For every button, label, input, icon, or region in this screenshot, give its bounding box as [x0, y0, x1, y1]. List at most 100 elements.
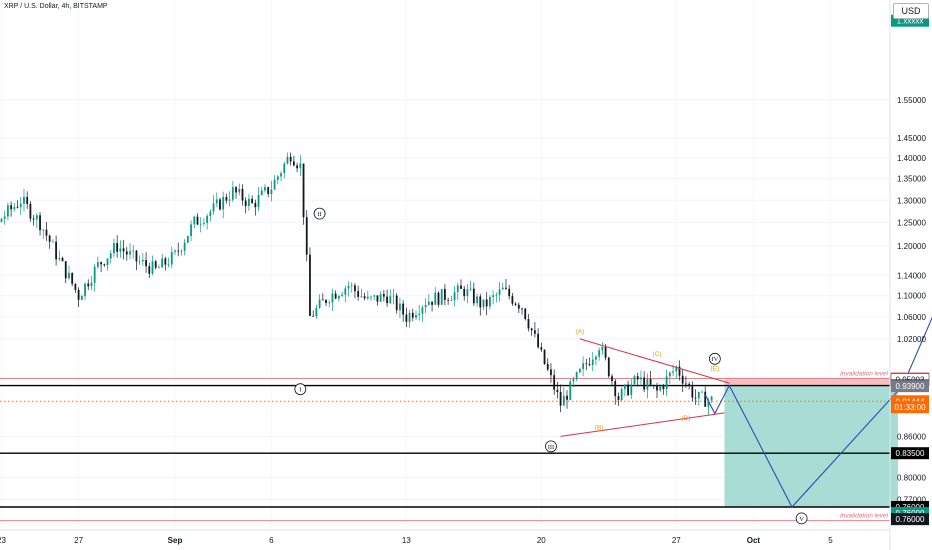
- candle-body: [292, 161, 295, 166]
- candle-body: [427, 301, 430, 305]
- candle-body: [347, 286, 350, 289]
- candle-body: [116, 243, 119, 252]
- candle-body: [3, 216, 6, 219]
- candle-body: [305, 217, 308, 255]
- time-tick-label: Oct: [747, 536, 761, 545]
- candle-body: [77, 289, 80, 300]
- candle-body: [421, 307, 424, 314]
- candle-body: [646, 379, 649, 390]
- price-tag-label: 0.93900: [896, 382, 925, 391]
- subwave-label: (E): [711, 366, 720, 373]
- candle-body: [23, 196, 25, 204]
- price-tag-label: 01:33:00: [894, 403, 926, 412]
- candle-body: [119, 248, 122, 252]
- candle-body: [540, 347, 543, 350]
- candle-body: [514, 303, 517, 305]
- candle-body: [517, 304, 520, 309]
- currency-button[interactable]: USD: [893, 3, 929, 19]
- candle-body: [395, 295, 398, 311]
- candle-body: [640, 377, 642, 380]
- candle-body: [10, 205, 13, 210]
- candle-body: [546, 363, 549, 370]
- price-tag-label: 0.83500: [896, 449, 925, 458]
- candle-body: [668, 372, 671, 377]
- candle-body: [113, 243, 115, 254]
- candle-body: [402, 303, 405, 315]
- candle-body: [617, 396, 620, 400]
- candle-body: [354, 285, 356, 292]
- candle-body: [280, 173, 282, 177]
- candle-body: [607, 357, 610, 377]
- candle-body: [672, 371, 674, 373]
- candle-body: [582, 363, 584, 369]
- candle-body: [109, 253, 112, 259]
- price-tick-label: 1.20000: [897, 242, 926, 251]
- candle-body: [106, 258, 109, 266]
- invalidation-label: Invalidation level: [840, 513, 889, 520]
- candle-body: [177, 250, 180, 252]
- wave-label: IV: [711, 356, 718, 363]
- candle-body: [578, 368, 581, 373]
- candles: [0, 152, 713, 416]
- candle-body: [495, 294, 498, 296]
- candle-body: [675, 366, 678, 372]
- wave-label-circle: [795, 512, 808, 525]
- candle-body: [196, 216, 199, 225]
- candle-body: [585, 363, 588, 365]
- candle-body: [29, 203, 32, 219]
- candle-body: [363, 296, 366, 299]
- price-tick-label: 1.40000: [897, 154, 926, 163]
- candle-body: [350, 285, 353, 287]
- candle-body: [710, 396, 713, 401]
- candle-body: [331, 293, 334, 303]
- candle-body: [469, 288, 472, 290]
- candle-body: [485, 299, 488, 307]
- candle-body: [170, 251, 173, 265]
- candle-body: [135, 250, 138, 262]
- candle-body: [58, 258, 61, 260]
- candle-body: [315, 307, 318, 317]
- candle-body: [456, 285, 459, 293]
- candle-body: [489, 297, 491, 307]
- candle-body: [562, 395, 565, 406]
- horizontal-levels: Invalidation level Invalidation level: [0, 371, 890, 522]
- candle-body: [309, 254, 311, 316]
- price-tick-label: 1.30000: [897, 196, 926, 205]
- candle-body: [688, 383, 691, 386]
- candle-body: [273, 179, 276, 190]
- candle-body: [42, 229, 45, 231]
- candle-body: [411, 312, 414, 318]
- price-tag: [891, 401, 929, 414]
- wave-label: III: [548, 444, 555, 451]
- price-tick-label: 1.10000: [897, 292, 926, 301]
- candle-body: [64, 261, 67, 279]
- price-tick-label: 0.86000: [897, 432, 926, 441]
- candle-body: [257, 194, 260, 208]
- time-tick-label: Sep: [168, 536, 183, 545]
- candle-body: [524, 308, 527, 320]
- candle-body: [382, 294, 385, 297]
- candle-body: [701, 391, 703, 393]
- candle-body: [659, 386, 662, 391]
- candle-body: [598, 350, 601, 357]
- candle-body: [399, 303, 401, 311]
- time-tick-label: 5: [828, 536, 833, 545]
- candle-body: [68, 272, 70, 279]
- candle-body: [276, 176, 279, 180]
- price-tick-label: 1.25000: [897, 219, 926, 228]
- candle-body: [434, 292, 437, 305]
- candle-body: [566, 395, 568, 400]
- candle-body: [328, 302, 331, 304]
- candle-body: [289, 156, 292, 162]
- candle-body: [370, 296, 372, 298]
- candle-body: [389, 296, 392, 304]
- candle-body: [431, 301, 433, 305]
- candle-body: [228, 199, 231, 201]
- candle-body: [437, 292, 440, 305]
- candle-body: [665, 376, 668, 389]
- candle-body: [39, 215, 41, 231]
- candle-body: [299, 163, 302, 169]
- candle-body: [662, 386, 665, 389]
- candle-body: [0, 218, 3, 222]
